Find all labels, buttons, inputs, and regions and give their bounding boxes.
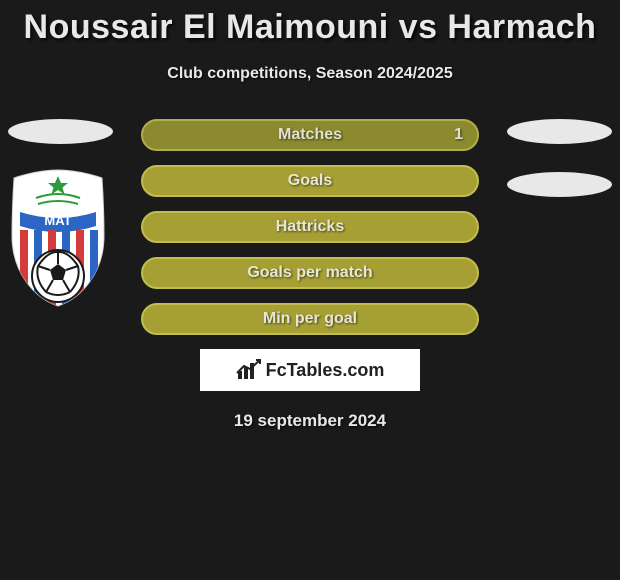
brand-text: FcTables.com — [266, 360, 385, 381]
player-right-placeholder — [507, 119, 612, 144]
svg-text:MAT: MAT — [44, 213, 71, 228]
club-right-placeholder — [507, 172, 612, 197]
stat-bar: Matches 1 — [141, 119, 479, 151]
stat-bar-label: Min per goal — [263, 310, 357, 328]
stat-bar: Goals per match — [141, 257, 479, 289]
page-title: Noussair El Maimouni vs Harmach — [0, 0, 620, 47]
comparison-content: MAT Matches1Goal — [0, 119, 620, 431]
right-column — [497, 119, 612, 197]
subtitle: Club competitions, Season 2024/2025 — [0, 65, 620, 83]
stat-bar-label: Hattricks — [276, 218, 344, 236]
stat-bar-label: Goals — [288, 172, 332, 190]
left-column: MAT — [8, 119, 123, 308]
date-text: 19 september 2024 — [0, 411, 620, 431]
brand-box: FcTables.com — [200, 349, 420, 391]
club-badge-left: MAT — [8, 168, 108, 308]
stat-bar: Goals — [141, 165, 479, 197]
stat-bars: Matches 1 Goals Hattricks Goals per match Min… — [141, 119, 479, 335]
stat-bar: Min per goal — [141, 303, 479, 335]
chart-icon — [236, 359, 262, 381]
stat-bar-value: 1 — [454, 126, 463, 144]
stat-bar: Hattricks — [141, 211, 479, 243]
stat-bar-label: Goals per match — [247, 264, 372, 282]
stat-bar-label: Matches — [278, 126, 342, 144]
player-left-placeholder — [8, 119, 113, 144]
